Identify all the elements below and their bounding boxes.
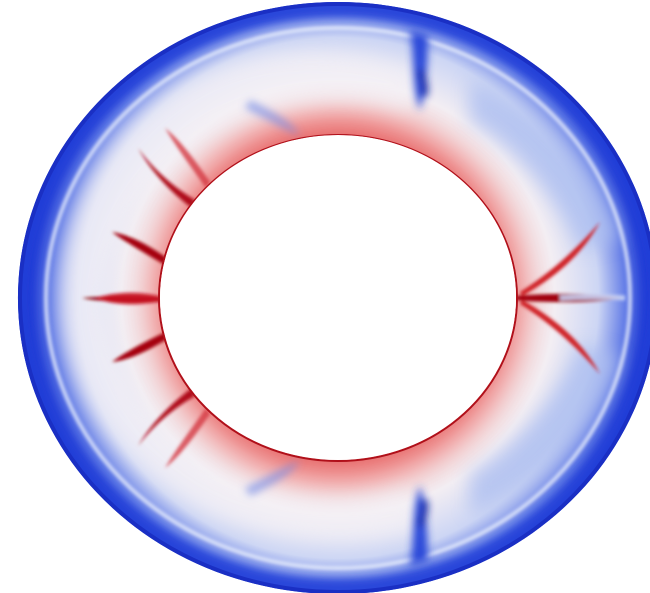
inner-core <box>160 136 516 460</box>
plume-group-left <box>82 128 210 468</box>
downwelling-group <box>245 30 428 566</box>
plume-group-right <box>515 222 626 374</box>
